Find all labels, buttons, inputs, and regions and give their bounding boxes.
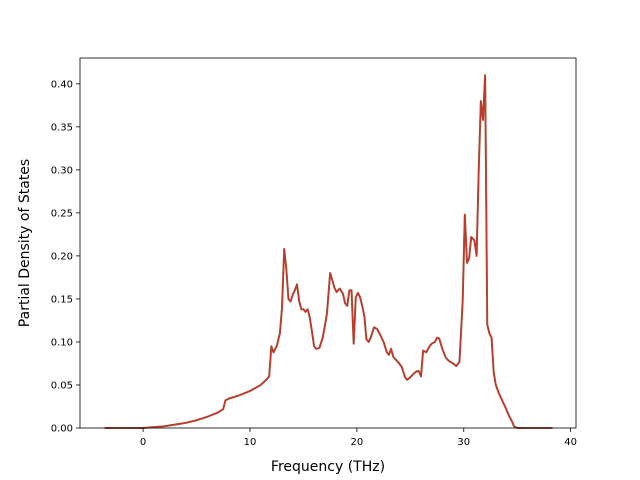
y-tick-label: 0.20 [51,251,73,262]
tick-marks: 0 10 20 30 40 0.00 0.05 0.10 0.15 0.20 0.25 0.30 0.3… [51,79,577,448]
x-tick-label: 20 [350,437,363,448]
y-tick-label: 0.05 [51,380,73,391]
y-tick-label: 0.30 [51,165,73,176]
y-tick-label: 0.40 [51,79,73,90]
series-line [104,74,553,429]
y-tick-label: 0.10 [51,337,73,348]
y-tick-label: 0.25 [51,208,73,219]
y-tick-label: 0.35 [51,122,73,133]
y-axis-label: Partial Density of States [17,159,33,327]
y-tick-label: 0.00 [51,424,73,435]
x-tick-label: 10 [244,437,257,448]
x-tick-label: 30 [457,437,470,448]
x-axis-label: Frequency (THz) [271,459,385,475]
plot-area [104,74,553,429]
axes-frame [79,57,577,429]
x-tick-label: 40 [564,437,577,448]
y-tick-label: 0.15 [51,294,73,305]
x-tick-label: 0 [140,437,146,448]
axes [79,57,577,429]
